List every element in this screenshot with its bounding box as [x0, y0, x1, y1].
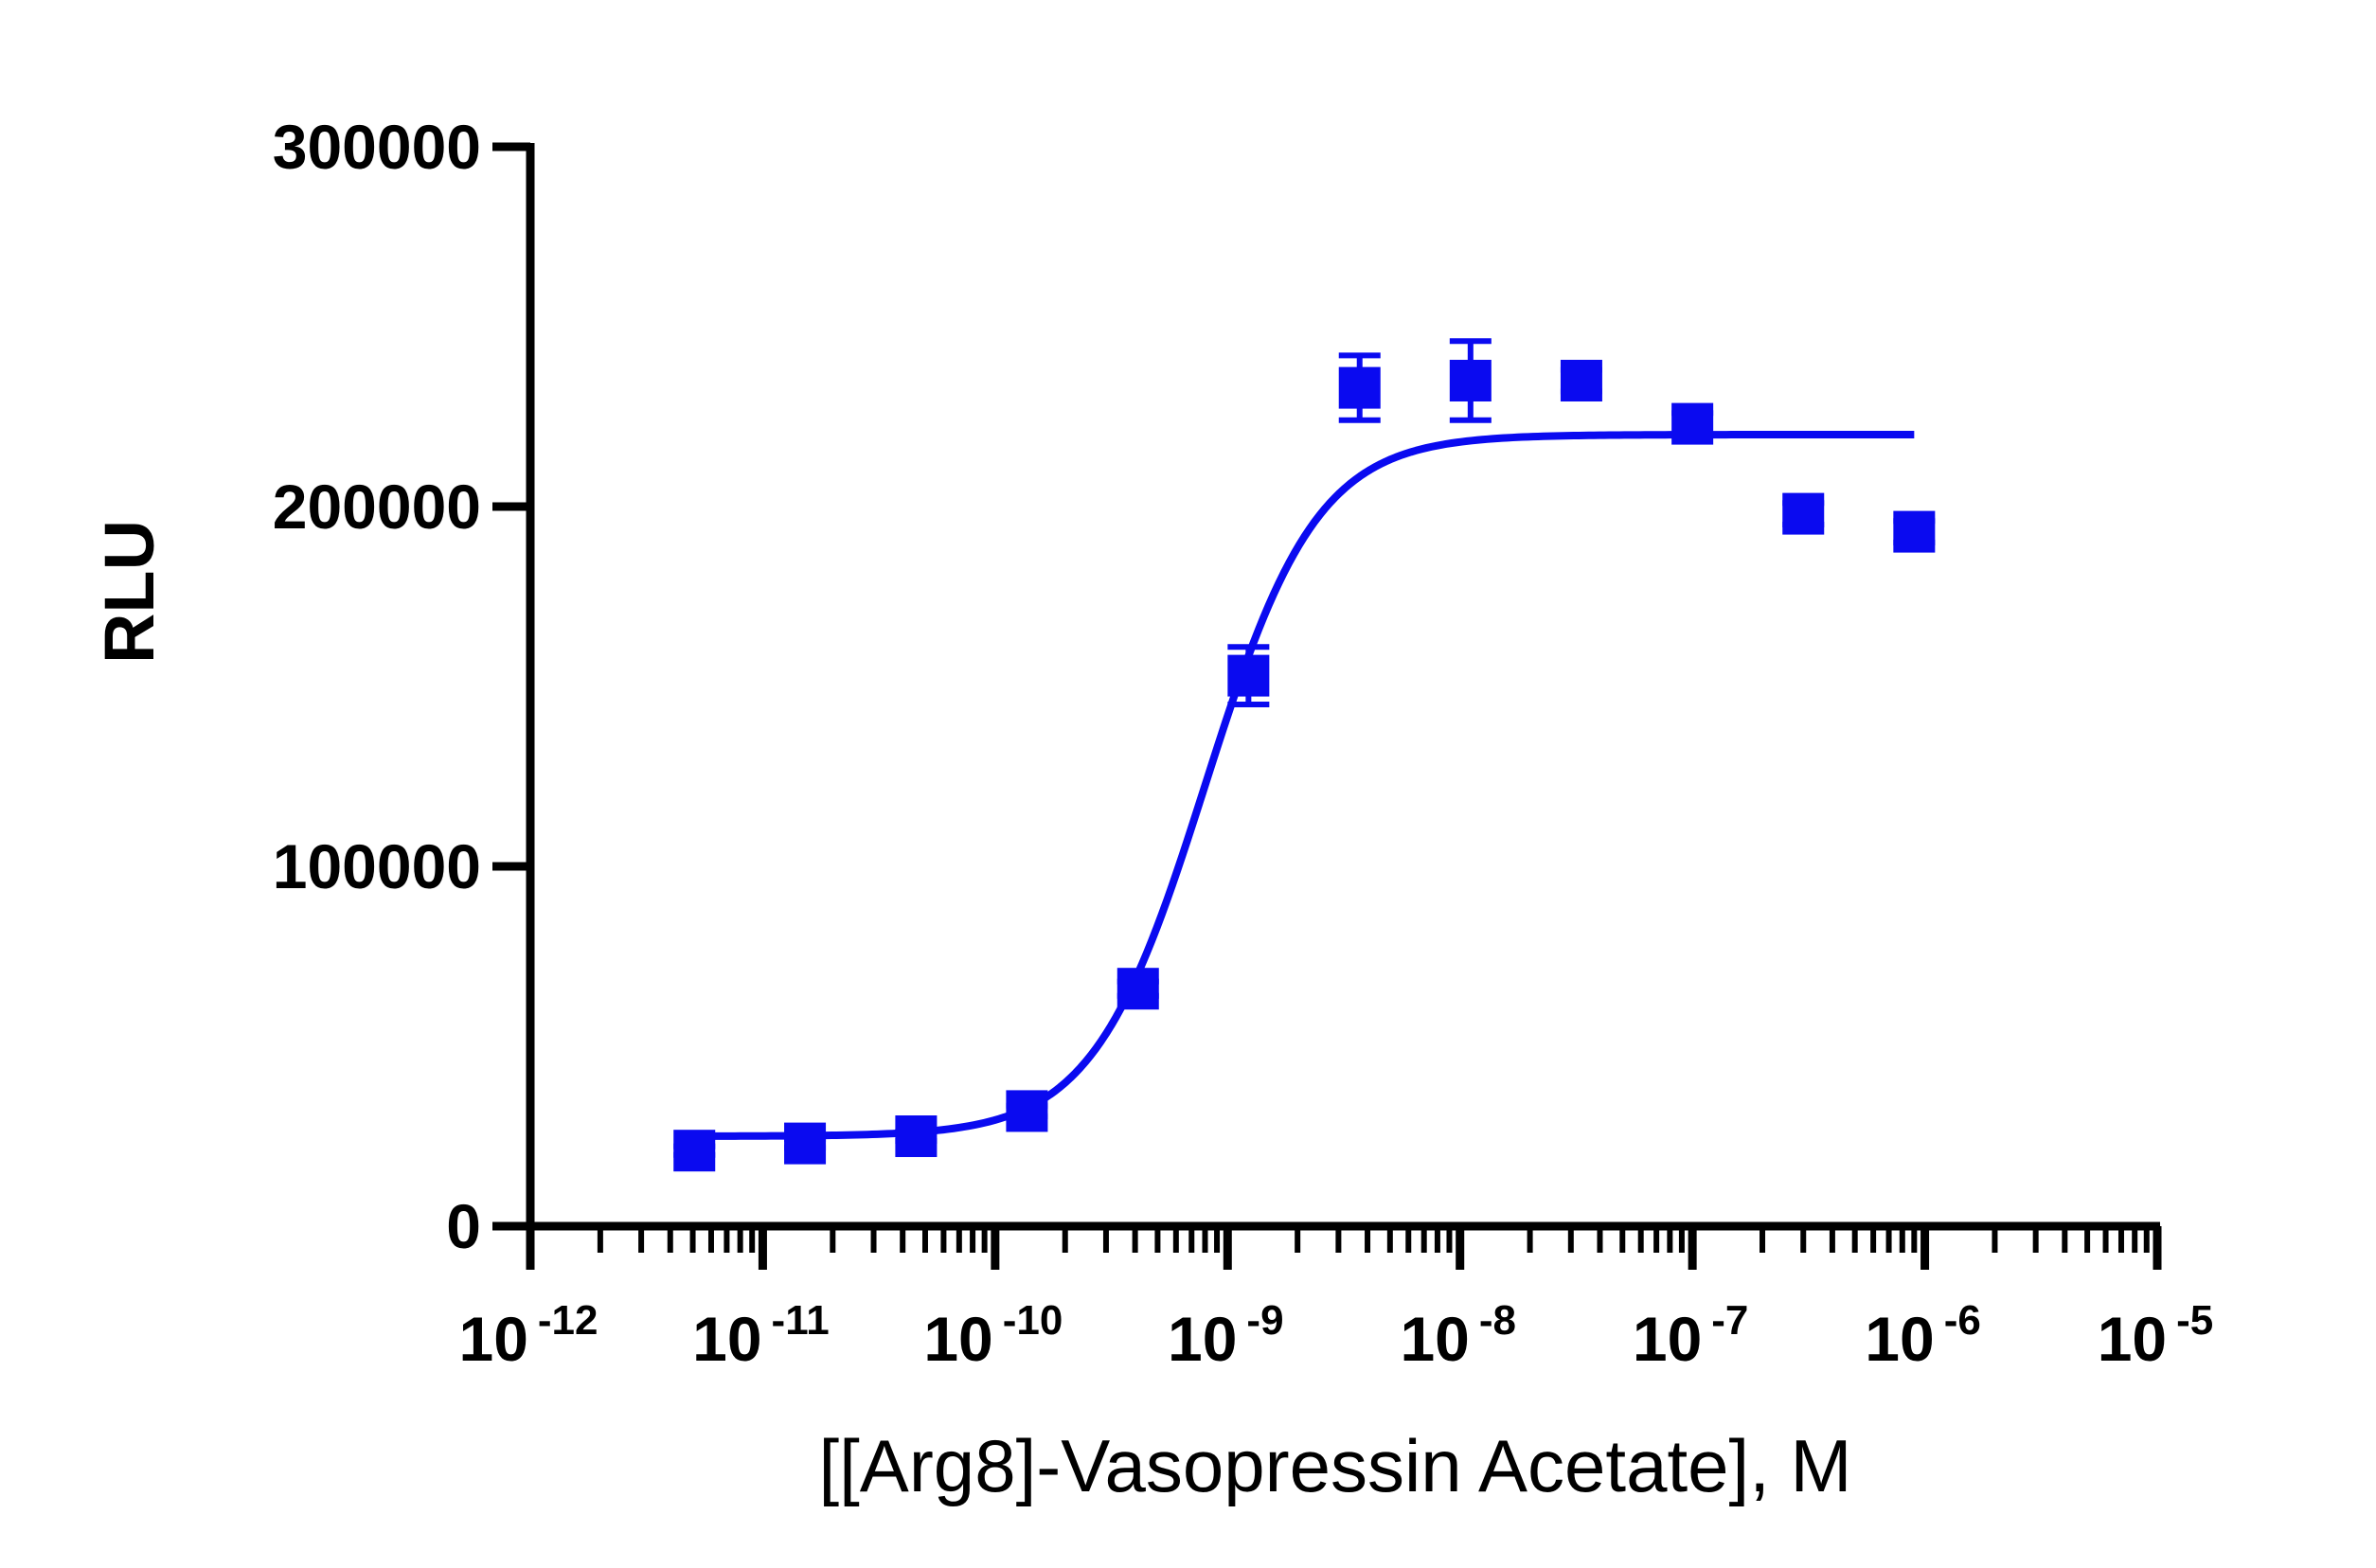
axes: 0 100000 200000 300000 10 -12 10 -11 10 -10 10 -9 10…	[273, 112, 2214, 1374]
x-tick-label: 10 -8	[1400, 1297, 1516, 1374]
square-marker	[1338, 366, 1381, 409]
square-marker	[1893, 510, 1936, 553]
square-marker	[1117, 968, 1159, 1010]
square-marker	[1671, 402, 1714, 445]
data-point	[1338, 352, 1381, 423]
square-marker	[673, 1130, 716, 1172]
square-marker	[1449, 360, 1492, 401]
x-tick-label: 10 -5	[2098, 1297, 2214, 1374]
data-point	[1006, 1090, 1048, 1132]
y-tick-label: 100000	[273, 831, 481, 901]
y-tick-label: 300000	[273, 112, 481, 182]
data-point	[895, 1115, 938, 1157]
x-tick-label: 10 -7	[1633, 1297, 1749, 1374]
fit-curve-group	[694, 431, 1915, 1140]
square-marker	[1227, 654, 1270, 697]
x-axis-title: [[Arg8]-Vasopressin Acetate], M	[818, 1424, 1851, 1507]
x-tick-label: 10 -11	[692, 1297, 830, 1374]
data-point	[1449, 338, 1492, 423]
y-tick-label: 0	[446, 1191, 481, 1261]
x-tick-label: 10 -12	[458, 1297, 598, 1374]
x-tick-label: 10 -6	[1865, 1297, 1981, 1374]
data-points	[673, 338, 1936, 1172]
y-axis-title: RLU	[90, 520, 169, 664]
square-marker	[895, 1115, 938, 1157]
data-point	[1893, 510, 1936, 553]
square-marker	[1560, 360, 1602, 401]
data-point	[673, 1130, 716, 1172]
data-point	[1117, 968, 1159, 1010]
data-point	[1227, 644, 1270, 707]
square-marker	[1006, 1090, 1048, 1132]
fit-curve	[694, 431, 1915, 1140]
data-point	[1671, 402, 1714, 445]
square-marker	[784, 1122, 827, 1165]
y-tick-label: 200000	[273, 472, 481, 542]
square-marker	[1782, 492, 1825, 535]
data-point	[1782, 492, 1825, 535]
data-point	[784, 1122, 827, 1165]
x-tick-label: 10 -9	[1168, 1297, 1284, 1374]
data-point	[1560, 360, 1602, 401]
x-tick-label: 10 -10	[923, 1297, 1063, 1374]
